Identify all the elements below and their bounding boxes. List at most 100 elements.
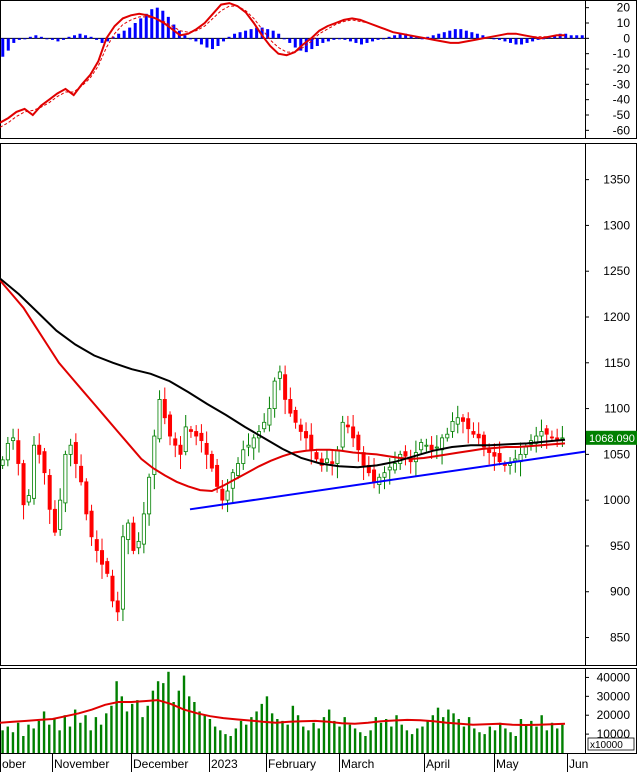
macd-hist-bar [233, 33, 237, 39]
volume-bar [447, 709, 450, 753]
volume-bar [79, 722, 82, 753]
candle-up [152, 435, 157, 475]
candle-up [32, 444, 37, 499]
y-tick-label-price: 1100 [604, 402, 630, 416]
candle-down [497, 453, 502, 463]
candle-up [392, 463, 397, 471]
volume-bar [426, 720, 429, 753]
candle-down [471, 431, 476, 435]
volume-bar [436, 707, 440, 753]
candle-down [73, 442, 78, 464]
volume-bar [6, 726, 9, 753]
candle-down [204, 442, 209, 455]
y-tick-label-volume: 30000 [597, 689, 631, 703]
macd-hist-bar [569, 35, 573, 39]
macd-hist-bar [542, 38, 546, 40]
volume-bar [58, 730, 61, 753]
volume-bar [514, 736, 517, 753]
macd-hist-bar [1, 38, 5, 57]
macd-hist-bar [23, 38, 27, 40]
volume-unit-label: x10000 [590, 740, 623, 751]
volume-bar [219, 730, 222, 753]
candle-up [382, 472, 387, 478]
macd-hist-bar [481, 35, 485, 39]
volume-bar [260, 703, 263, 753]
macd-hist-bar [459, 29, 463, 39]
candle-up [434, 446, 439, 449]
volume-bar [11, 732, 15, 753]
x-month-label: May [496, 757, 519, 771]
candle-down [188, 429, 193, 432]
volume-bar [172, 702, 175, 753]
volume-bar [431, 715, 435, 753]
volume-bar [473, 728, 476, 753]
x-month-label: 2023 [211, 757, 238, 771]
macd-hist-bar [387, 36, 391, 39]
macd-hist-bar [470, 32, 474, 39]
panel-frame-price [0, 143, 637, 666]
candle-up [387, 466, 392, 471]
volume-bar [213, 726, 217, 753]
macd-hist-bar [205, 38, 209, 48]
volume-bar [99, 724, 103, 753]
x-month-label: February [268, 757, 316, 771]
macd-hist-bar [17, 38, 21, 40]
y-tick-label-macd: -10 [613, 47, 631, 61]
candle-down [94, 539, 99, 551]
volume-bar [115, 681, 118, 753]
volume-bar [364, 736, 367, 753]
volume-bar [130, 703, 134, 753]
x-month-label: ober [2, 757, 26, 771]
macd-hist-bar [420, 38, 424, 40]
macd-hist-bar [56, 38, 60, 42]
volume-bar [73, 709, 77, 753]
candle-up [225, 490, 230, 501]
candle-down [314, 452, 319, 460]
macd-hist-bar [271, 30, 275, 39]
volume-bar [224, 734, 227, 753]
y-tick-label-volume: 10000 [597, 727, 631, 741]
macd-hist-bar [260, 27, 264, 39]
candle-down [110, 575, 115, 602]
macd-hist-bar [39, 36, 43, 39]
volume-bar [338, 726, 341, 753]
macd-hist-bar [520, 38, 524, 45]
candle-up [419, 442, 424, 451]
candle-down [351, 426, 356, 439]
volume-bar [400, 724, 403, 753]
y-tick-label-macd: -30 [613, 77, 631, 91]
macd-hist-bar [437, 33, 441, 39]
macd-hist-bar [553, 35, 557, 39]
candle-down [319, 458, 324, 466]
y-tick-label-macd: -20 [613, 62, 631, 76]
volume-bar [561, 724, 564, 753]
macd-hist-bar [61, 38, 65, 40]
macd-hist-bar [222, 38, 226, 42]
candle-up [262, 421, 267, 430]
y-tick-label-macd: 10 [617, 16, 631, 30]
candle-up [508, 463, 513, 466]
candle-up [126, 522, 131, 540]
volume-bar [353, 728, 357, 753]
macd-hist-bar [6, 38, 10, 51]
macd-hist-bar [337, 38, 341, 40]
volume-bar [229, 736, 232, 753]
macd-hist-bar [348, 38, 352, 42]
candle-down [173, 438, 178, 446]
volume-bar [405, 730, 409, 753]
volume-ma-line [0, 699, 566, 727]
candle-down [544, 428, 549, 435]
macd-hist-bar [144, 13, 148, 39]
candle-up [183, 426, 188, 453]
volume-bar [208, 719, 212, 753]
volume-bar [374, 717, 378, 753]
volume-bar [421, 726, 424, 753]
volume-bar [167, 671, 170, 753]
candle-up [120, 536, 125, 610]
candle-up [523, 446, 528, 455]
panel-frames [0, 0, 637, 754]
candle-down [460, 417, 465, 422]
macd-hist-bar [575, 35, 579, 39]
x-month-label: March [341, 757, 374, 771]
volume-bar [359, 732, 362, 753]
